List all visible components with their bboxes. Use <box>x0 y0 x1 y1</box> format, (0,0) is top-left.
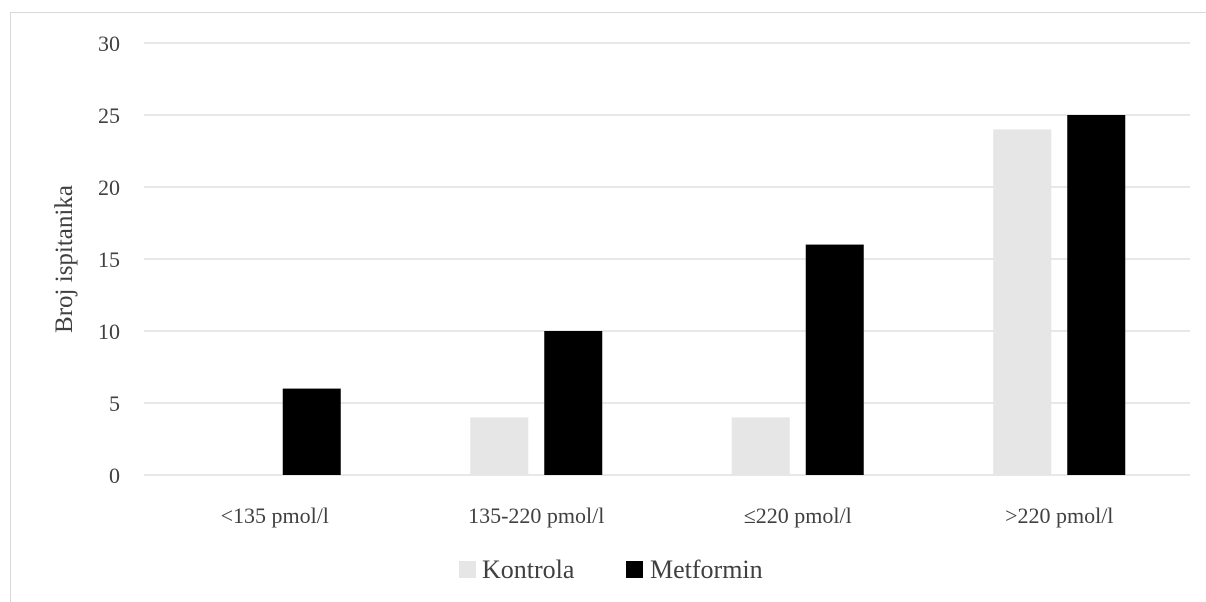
bars <box>282 115 1126 475</box>
legend-swatch-kontrola <box>459 561 476 578</box>
bar-kontrola-1 <box>470 417 529 475</box>
y-tick-label: 0 <box>109 463 120 488</box>
legend-label-kontrola: Kontrola <box>482 555 575 584</box>
y-axis-title: Broj ispitanika <box>51 185 78 333</box>
y-tick-label: 5 <box>109 391 120 416</box>
bar-metformin-2 <box>805 244 864 475</box>
bar-metformin-1 <box>544 331 603 475</box>
x-category-label: >220 pmol/l <box>1005 503 1113 528</box>
legend-label-metformin: Metformin <box>650 555 763 584</box>
x-axis-category-labels: <135 pmol/l 135-220 pmol/l ≤220 pmol/l >220… <box>221 503 1114 528</box>
bar-kontrola-3 <box>993 129 1052 475</box>
frame-border-top <box>10 12 1206 13</box>
y-axis-tick-labels: 0 5 10 15 20 25 30 <box>98 31 120 488</box>
x-category-label: ≤220 pmol/l <box>744 503 852 528</box>
frame-border-left <box>10 12 11 602</box>
x-category-label: <135 pmol/l <box>221 503 329 528</box>
y-tick-label: 10 <box>98 319 120 344</box>
bar-metformin-0 <box>282 388 341 475</box>
y-tick-label: 20 <box>98 175 120 200</box>
legend-swatch-metformin <box>626 561 643 578</box>
bar-kontrola-2 <box>731 417 790 475</box>
legend: Kontrola Metformin <box>459 555 763 584</box>
x-category-label: 135-220 pmol/l <box>468 503 604 528</box>
y-tick-label: 15 <box>98 247 120 272</box>
y-tick-label: 25 <box>98 103 120 128</box>
y-tick-label: 30 <box>98 31 120 56</box>
bar-metformin-3 <box>1067 115 1126 475</box>
